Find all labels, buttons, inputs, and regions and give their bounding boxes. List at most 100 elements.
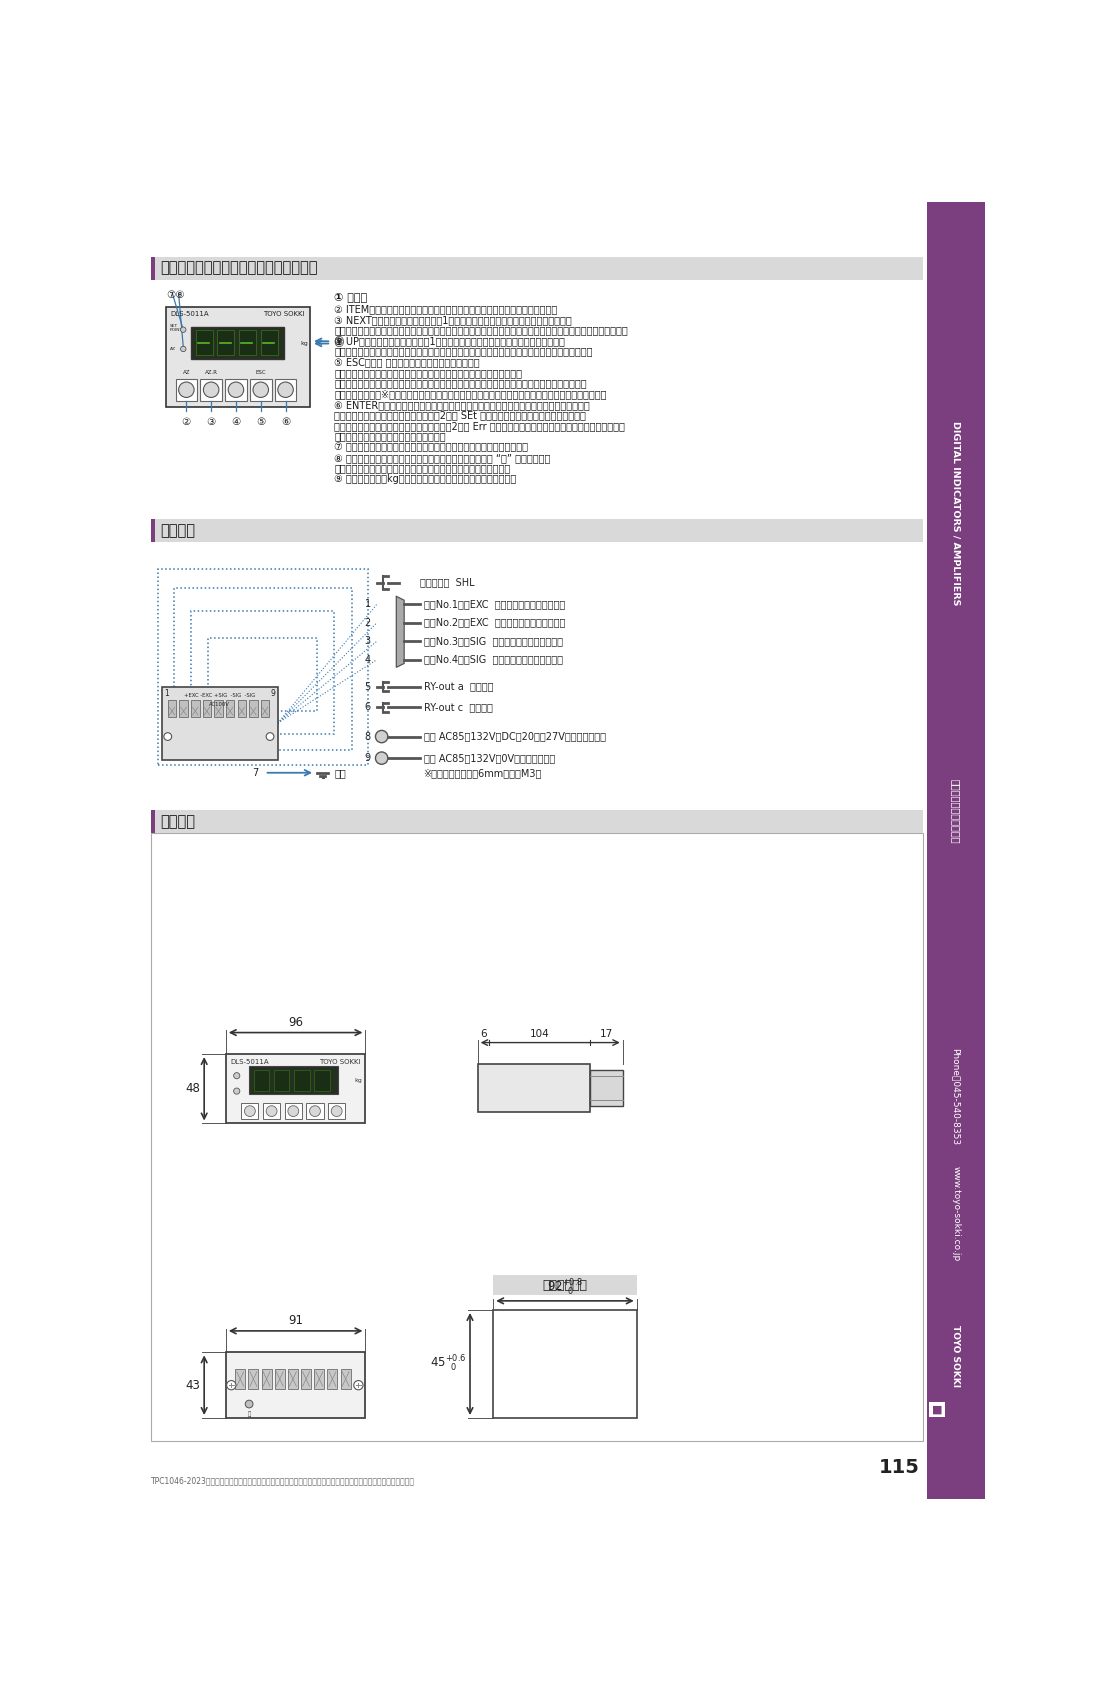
- Bar: [162, 687, 278, 759]
- Text: 外形寸法: 外形寸法: [160, 813, 195, 829]
- Text: 接地: 接地: [335, 768, 346, 778]
- Bar: [225, 379, 247, 401]
- Bar: [328, 1103, 346, 1118]
- Text: 端子No.1：＋EXC  ロードセル印加電圧（＋）: 端子No.1：＋EXC ロードセル印加電圧（＋）: [423, 600, 565, 610]
- Text: ⑤: ⑤: [256, 418, 266, 428]
- Bar: [200, 379, 222, 401]
- Text: kg: kg: [300, 342, 309, 345]
- Text: ② ITEMキー　：［計量モード］で３回押すと、［設定モード］に移行します。: ② ITEMキー ：［計量モード］で３回押すと、［設定モード］に移行します。: [335, 305, 558, 315]
- Bar: [237, 701, 246, 717]
- Bar: [175, 379, 197, 401]
- Text: ⑥ ENTERキー：設定内容表示が点滅している時に押すと、新しい設定値に更新されます。: ⑥ ENTERキー：設定内容表示が点滅している時に押すと、新しい設定値に更新され…: [335, 399, 590, 409]
- Bar: [167, 701, 176, 717]
- Text: 各種設定を行う場合は、設定項目を表示します。: 各種設定を行う場合は、設定項目を表示します。: [335, 463, 511, 473]
- Bar: [235, 1369, 245, 1389]
- Text: 4: 4: [364, 655, 371, 665]
- Circle shape: [234, 1088, 240, 1095]
- Text: RY-out c  接点出力: RY-out c 接点出力: [423, 702, 492, 712]
- Text: RY-out a  接点出力: RY-out a 接点出力: [423, 682, 493, 692]
- Text: 電源 AC85～132V（0V：オプション）: 電源 AC85～132V（0V：オプション）: [423, 753, 555, 763]
- Text: 端子No.4：－SIG  ロードセル信号入力（－）: 端子No.4：－SIG ロードセル信号入力（－）: [423, 655, 562, 665]
- Text: 48: 48: [185, 1083, 200, 1095]
- Bar: [151, 810, 154, 834]
- Text: 1: 1: [364, 600, 371, 610]
- Bar: [927, 202, 985, 1499]
- Text: 91: 91: [288, 1314, 303, 1327]
- Bar: [174, 588, 352, 749]
- Bar: [242, 1103, 258, 1118]
- Text: 変更が行われた場合は2秒間 SEt と表示し、［計量モード］に戻ります。: 変更が行われた場合は2秒間 SEt と表示し、［計量モード］に戻ります。: [335, 411, 586, 421]
- Circle shape: [234, 1073, 240, 1079]
- Bar: [327, 1369, 337, 1389]
- Bar: [275, 1369, 284, 1389]
- Text: SET
POINT: SET POINT: [170, 323, 183, 332]
- Text: TPC1046-2023　掲載されている仕様・外観図は予告なく変更する場合があります。ご注文の際はご確認ください。: TPC1046-2023 掲載されている仕様・外観図は予告なく変更する場合があり…: [151, 1475, 415, 1485]
- Text: 3: 3: [364, 637, 371, 647]
- Text: www.toyo-sokki.co.jp: www.toyo-sokki.co.jp: [952, 1165, 961, 1261]
- Bar: [166, 306, 310, 408]
- Text: AZ: AZ: [183, 370, 190, 376]
- Text: 5: 5: [364, 682, 371, 692]
- Bar: [314, 1369, 324, 1389]
- Text: 9: 9: [364, 753, 371, 763]
- Text: ［設定モード］では、数値設定時、選択されている桁数値の変更に使用します。: ［設定モード］では、数値設定時、選択されている桁数値の変更に使用します。: [335, 347, 593, 357]
- Text: シールド：  SHL: シールド： SHL: [420, 578, 475, 588]
- Bar: [159, 569, 368, 765]
- Bar: [263, 1103, 280, 1118]
- Text: ESC: ESC: [255, 370, 266, 376]
- Bar: [254, 1069, 269, 1091]
- Text: 17: 17: [600, 1029, 613, 1039]
- Text: TOYO SOKKI: TOYO SOKKI: [952, 1325, 961, 1388]
- Circle shape: [310, 1106, 321, 1116]
- Text: 電源 AC85～132V（DC＋20～＋27V：オプション）: 電源 AC85～132V（DC＋20～＋27V：オプション）: [423, 731, 605, 741]
- Bar: [191, 611, 335, 734]
- Text: ⑥: ⑥: [281, 418, 290, 428]
- Text: 104: 104: [529, 1029, 549, 1039]
- Text: ②: ②: [182, 418, 191, 428]
- Text: 9: 9: [270, 689, 276, 697]
- Text: AZ.R: AZ.R: [205, 370, 218, 376]
- Bar: [248, 1369, 258, 1389]
- Bar: [218, 330, 234, 355]
- Bar: [306, 1103, 324, 1118]
- Bar: [260, 701, 269, 717]
- Bar: [151, 810, 923, 834]
- Bar: [249, 1066, 338, 1095]
- Circle shape: [331, 1106, 342, 1116]
- Text: 8: 8: [364, 731, 371, 741]
- Text: ③ NEXTキー　：［計量モード］で1秒間長押しすると、オートゼロがかかります。: ③ NEXTキー ：［計量モード］で1秒間長押しすると、オートゼロがかかります。: [335, 315, 572, 325]
- Text: Phone：045-540-8353: Phone：045-540-8353: [952, 1047, 961, 1145]
- Bar: [274, 1069, 290, 1091]
- Bar: [191, 701, 199, 717]
- Bar: [493, 1275, 637, 1295]
- Circle shape: [375, 731, 388, 743]
- Text: AC100V: AC100V: [209, 702, 230, 707]
- Circle shape: [375, 753, 388, 765]
- Text: +EXC -EXC +SIG  -SIG  -SIG: +EXC -EXC +SIG -SIG -SIG: [184, 692, 255, 697]
- Bar: [260, 330, 278, 355]
- Text: ■: ■: [932, 1404, 942, 1415]
- Text: 6: 6: [364, 702, 371, 712]
- Bar: [151, 834, 923, 1442]
- Bar: [493, 1310, 637, 1418]
- Text: ④ UPキー　　：［計量モード］1秒間長押しすると、オートゼロが解除されます。: ④ UPキー ：［計量モード］1秒間長押しすると、オートゼロが解除されます。: [335, 337, 566, 345]
- Bar: [151, 256, 923, 280]
- Text: ⑨ 単位シール　：kg　その他は付属単位シール貴り付けによる。: ⑨ 単位シール ：kg その他は付属単位シール貴り付けによる。: [335, 475, 516, 483]
- Text: ※適用圧着端子：帰6mmまでのM3用: ※適用圧着端子：帰6mmまでのM3用: [423, 768, 542, 778]
- Circle shape: [229, 382, 244, 397]
- Text: TOYO SOKKI: TOYO SOKKI: [264, 312, 305, 317]
- Text: ①: ①: [333, 337, 344, 350]
- Circle shape: [278, 382, 293, 397]
- Text: パネルカット: パネルカット: [543, 1278, 587, 1292]
- Text: DLS-5011A: DLS-5011A: [231, 1059, 269, 1064]
- Text: $92^{+0.8}_{\ \ 0}$: $92^{+0.8}_{\ \ 0}$: [547, 1278, 583, 1298]
- Bar: [249, 379, 271, 401]
- Text: kg: kg: [354, 1078, 362, 1083]
- Text: ［設定モード］では、数値設定時の桁選択または各機能の設定候補の呼び出しに使用します。: ［設定モード］では、数値設定時の桁選択または各機能の設定候補の呼び出しに使用しま…: [335, 325, 628, 335]
- Text: 6: 6: [480, 1029, 487, 1039]
- Text: フロントパネル表示およびキー抓作説明: フロントパネル表示およびキー抓作説明: [160, 261, 317, 276]
- Circle shape: [203, 382, 219, 397]
- Text: ⑨: ⑨: [333, 335, 344, 347]
- Text: DIGITAL INDICATORS / AMPLIFIERS: DIGITAL INDICATORS / AMPLIFIERS: [952, 421, 961, 606]
- Circle shape: [164, 733, 172, 741]
